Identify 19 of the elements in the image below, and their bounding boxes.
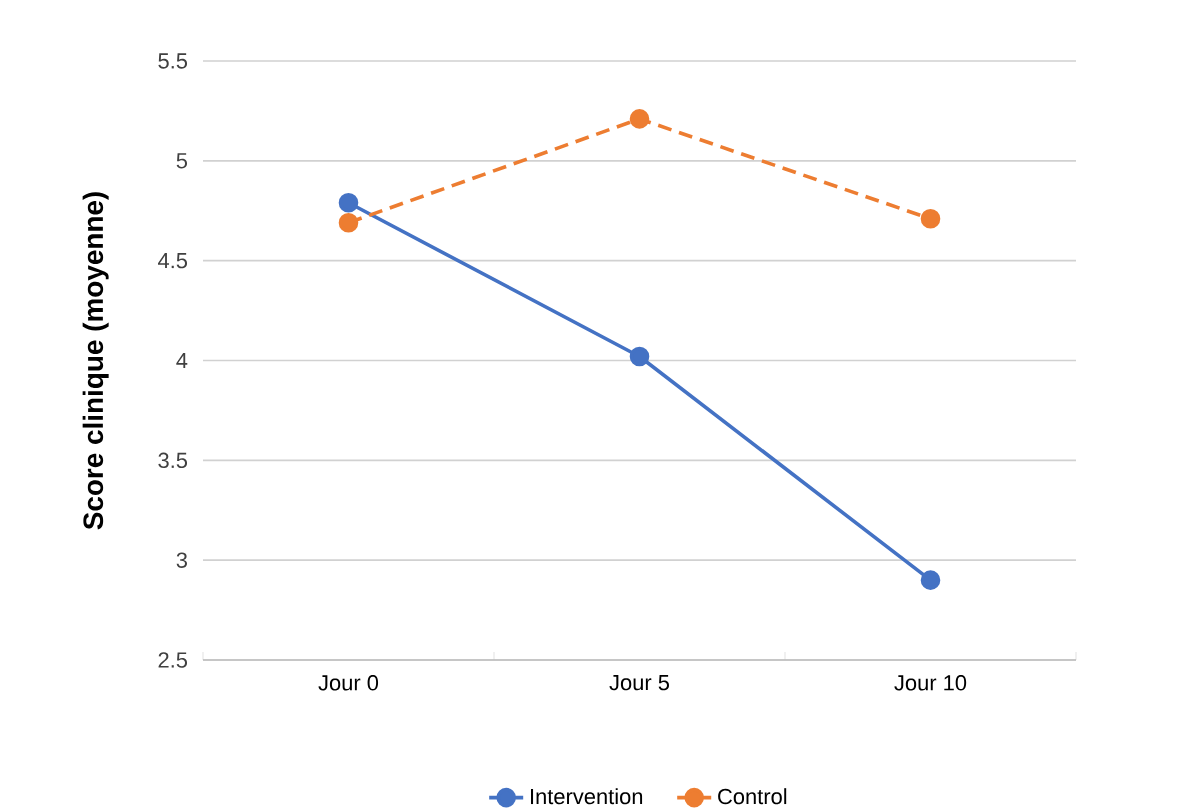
point	[338, 192, 359, 213]
point	[920, 208, 941, 229]
point	[629, 109, 650, 129]
y-tick-label: 5	[176, 153, 188, 169]
x-tick-label: Jour 5	[609, 675, 669, 691]
y-tick-label: 5.5	[158, 53, 188, 69]
x-tick-label: Jour 0	[318, 675, 379, 691]
point	[629, 346, 650, 367]
y-tick-label: 2.5	[158, 652, 188, 668]
y-axis-title: Score clinique (moyenne)	[82, 192, 109, 530]
x-tick-label: Jour 10	[894, 675, 967, 691]
y-tick-label: 3	[176, 552, 187, 568]
point	[920, 570, 941, 590]
legend-label: Control	[718, 788, 787, 805]
point	[338, 212, 359, 233]
y-tick-label: 4.5	[157, 253, 188, 269]
legend-label: Intervention	[531, 788, 643, 805]
y-tick-label: 4	[176, 352, 188, 369]
y-tick-label: 3.5	[158, 452, 188, 469]
